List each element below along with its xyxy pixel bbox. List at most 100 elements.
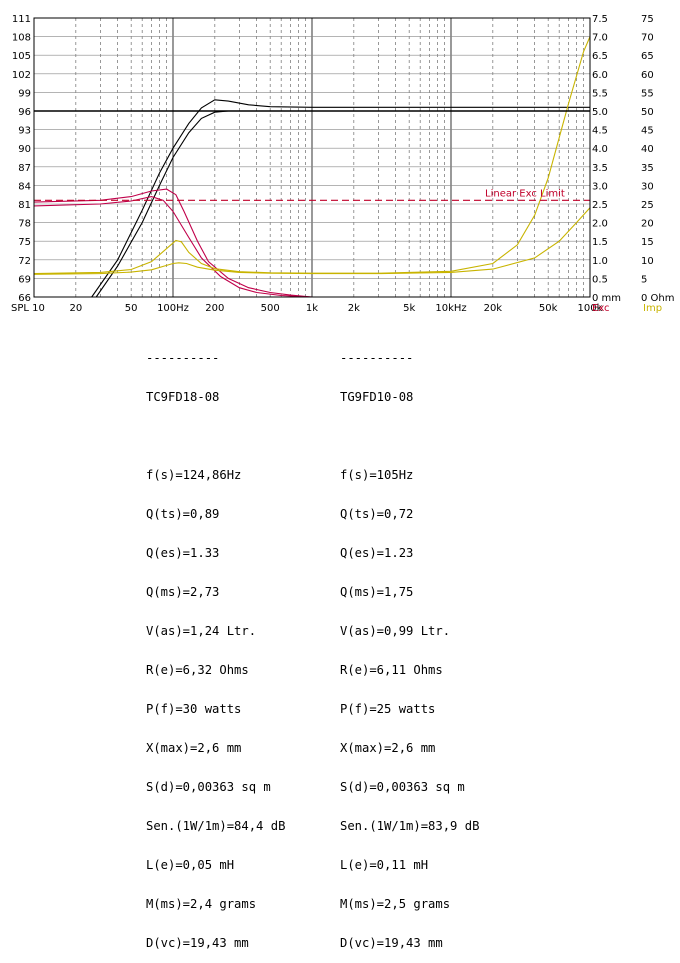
param-pf: P(f)=25 watts [340,702,436,716]
param-mms: M(ms)=2,4 grams [146,897,257,911]
spl-tick-label: 69 [18,274,31,285]
param-qts: Q(ts)=0,72 [340,507,414,521]
imp-tick-label: 55 [641,88,654,99]
imp-tick-label: 15 [641,237,654,248]
imp-tick-label: 60 [641,70,654,81]
param-re: R(e)=6,11 Ohms [340,663,443,677]
exc-tick-label: 6.5 [592,51,608,62]
spl-tick-label: 84 [18,181,31,192]
imp-tick-label: 40 [641,144,654,155]
spl-tick-label: 87 [18,163,31,174]
exc-tick-label: 7.0 [592,33,608,44]
imp-tick-label: 70 [641,33,654,44]
x-tick-label: 100Hz [157,303,189,314]
spl-tick-label: 66 [18,293,31,304]
spl-tick-label: 99 [18,88,31,99]
divider-line: ---------- [146,351,220,365]
x-tick-label: 100k [578,303,603,314]
spl-tick-label: 75 [18,237,31,248]
imp-tick-label: 25 [641,200,654,211]
param-qms: Q(ms)=2,73 [146,585,220,599]
spl-tick-label: 111 [12,14,31,25]
param-fs: f(s)=105Hz [340,468,414,482]
param-sd: S(d)=0,00363 sq m [340,780,465,794]
param-dvc: D(vc)=19,43 mm [340,936,443,950]
exc-tick-label: 7.5 [592,14,608,25]
imp-tick-label: 35 [641,163,654,174]
series-curve-6 [33,207,591,275]
spl-tick-label: 72 [18,256,31,267]
imp-tick-label: 20 [641,219,654,230]
series-curve-1 [91,99,590,298]
driver-name: TC9FD18-08 [146,390,220,404]
param-qes: Q(es)=1.33 [146,546,220,560]
param-fs: f(s)=124,86Hz [146,468,242,482]
spl-tick-label: 96 [18,107,31,118]
param-dvc: D(vc)=19,43 mm [146,936,249,950]
spacer [146,430,285,443]
param-vas: V(as)=0,99 Ltr. [340,624,451,638]
x-tick-label: 10kHz [435,303,466,314]
x-tick-label: 200 [205,303,224,314]
param-mms: M(ms)=2,5 grams [340,897,451,911]
x-tick-label: 500 [261,303,280,314]
param-xmax: X(max)=2,6 mm [340,741,436,755]
imp-tick-label: 5 [641,274,647,285]
exc-tick-label: 5.5 [592,88,608,99]
spl-tick-label: 108 [12,33,31,44]
spl-tick-label: 81 [18,200,31,211]
exc-tick-label: 3.0 [592,181,608,192]
param-qms: Q(ms)=1,75 [340,585,414,599]
exc-tick-label: 2.5 [592,200,608,211]
x-tick-label: 50k [539,303,558,314]
param-sen: Sen.(1W/1m)=84,4 dB [146,819,286,833]
chart-curves [33,36,591,298]
param-pf: P(f)=30 watts [146,702,242,716]
exc-tick-label: 0.5 [592,274,608,285]
spl-tick-label: 105 [12,51,31,62]
param-sen: Sen.(1W/1m)=83,9 dB [340,819,480,833]
series-curve-3 [33,188,337,298]
imp-tick-label: 65 [641,51,654,62]
chart-grid [34,17,590,298]
driver-params-left: ---------- TC9FD18-08 f(s)=124,86Hz Q(ts… [146,326,285,963]
spacer [340,430,479,443]
param-sd: S(d)=0,00363 sq m [146,780,271,794]
imp-tick-label: 45 [641,126,654,137]
exc-tick-label: 2.0 [592,219,608,230]
exc-axis-label: Exc [592,303,610,314]
imp-tick-label: 0 Ohm [641,293,675,304]
exc-tick-label: 4.0 [592,144,608,155]
x-tick-label: 1k [306,303,318,314]
x-tick-label: 20 [69,303,82,314]
imp-tick-label: 10 [641,256,654,267]
driver-params-right: ---------- TG9FD10-08 f(s)=105Hz Q(ts)=0… [340,326,479,963]
driver-name: TG9FD10-08 [340,390,414,404]
x-tick-label: 50 [125,303,138,314]
linear-exc-limit-label: Linear Exc Limit [485,188,565,199]
param-le: L(e)=0,05 mH [146,858,235,872]
imp-tick-label: 30 [641,181,654,192]
param-qts: Q(ts)=0,89 [146,507,220,521]
param-qes: Q(es)=1.23 [340,546,414,560]
exc-tick-label: 4.5 [592,126,608,137]
param-re: R(e)=6,32 Ohms [146,663,249,677]
x-tick-label: 5k [403,303,415,314]
param-vas: V(as)=1,24 Ltr. [146,624,257,638]
exc-tick-label: 3.5 [592,163,608,174]
exc-tick-label: 1.5 [592,237,608,248]
x-tick-label: 2k [348,303,360,314]
imp-tick-label: 50 [641,107,654,118]
param-le: L(e)=0,11 mH [340,858,429,872]
exc-tick-label: 6.0 [592,70,608,81]
spl-tick-label: 93 [18,126,31,137]
x-start-label: SPL 10 [11,303,45,314]
spl-tick-label: 102 [12,70,31,81]
param-xmax: X(max)=2,6 mm [146,741,242,755]
exc-tick-label: 1.0 [592,256,608,267]
exc-tick-label: 5.0 [592,107,608,118]
plot-frame [33,17,591,298]
spl-tick-label: 90 [18,144,31,155]
imp-axis-label: Imp [643,303,662,314]
axis-ticks: 1111081051029996939087848178757269667.57… [11,14,675,314]
